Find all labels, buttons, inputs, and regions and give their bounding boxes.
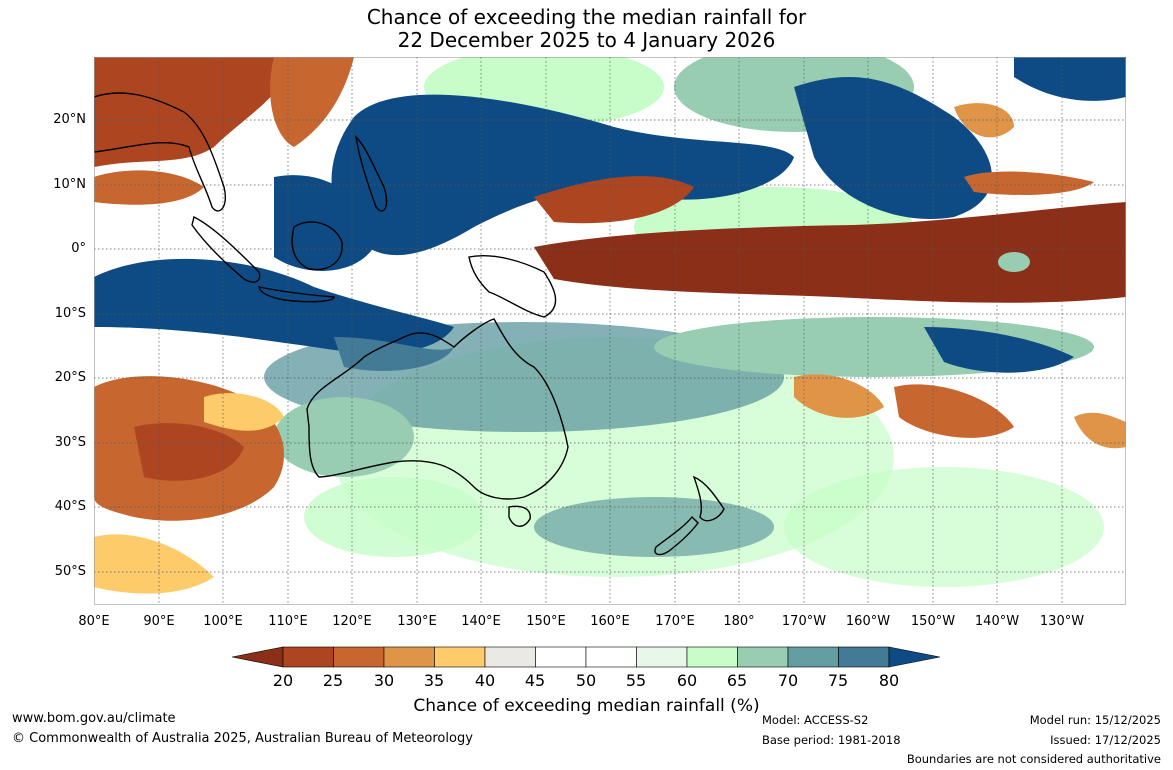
lat-label-20s: 20°S <box>54 370 86 385</box>
tasmania-coastline <box>508 505 531 527</box>
rainfall-field <box>94 57 1126 605</box>
lon-label-150w: 150°W <box>910 614 956 629</box>
lon-label-120e: 120°E <box>332 614 372 629</box>
colorbar-title: Chance of exceeding median rainfall (%) <box>413 696 760 716</box>
lat-label-10s: 10°S <box>54 306 86 321</box>
lon-label-80e: 80°E <box>78 614 110 629</box>
colorbar-tick-30: 30 <box>373 671 395 690</box>
lat-label-30s: 30°S <box>54 435 86 450</box>
colorbar-arrow-low <box>232 646 284 668</box>
graticule <box>94 57 1126 605</box>
lon-label-140w: 140°W <box>974 614 1020 629</box>
colorbar-tick-70: 70 <box>777 671 799 690</box>
issued-date: Issued: 17/12/2025 <box>1050 733 1161 747</box>
colorbar <box>232 646 941 668</box>
colorbar-segment-11 <box>787 646 839 668</box>
lat-label-10n: 10°N <box>53 177 86 192</box>
colorbar-segment-3 <box>383 646 435 668</box>
colorbar-segment-8 <box>636 646 688 668</box>
lon-label-160w: 160°W <box>845 614 891 629</box>
lon-label-140e: 140°E <box>461 614 501 629</box>
colorbar-segment-2 <box>333 646 385 668</box>
map-title-line1: Chance of exceeding the median rainfall … <box>366 5 807 29</box>
copyright: © Commonwealth of Australia 2025, Austra… <box>12 731 473 746</box>
map-title-line2: 22 December 2025 to 4 January 2026 <box>397 28 776 52</box>
lon-label-160e: 160°E <box>590 614 630 629</box>
base-period: Base period: 1981-2018 <box>762 733 901 747</box>
lon-label-90e: 90°E <box>143 614 175 629</box>
colorbar-tick-60: 60 <box>676 671 698 690</box>
colorbar-tick-20: 20 <box>272 671 294 690</box>
new-guinea-coastline <box>468 255 557 318</box>
colorbar-tick-50: 50 <box>575 671 597 690</box>
colorbar-tick-65: 65 <box>726 671 748 690</box>
lon-label-170w: 170°W <box>781 614 827 629</box>
colorbar-arrow-high <box>888 646 941 668</box>
colorbar-segment-6 <box>535 646 587 668</box>
lon-label-100e: 100°E <box>203 614 243 629</box>
new-zealand-north-coastline <box>692 475 725 522</box>
lon-label-170e: 170°E <box>655 614 695 629</box>
colorbar-segment-7 <box>585 646 637 668</box>
colorbar-tick-45: 45 <box>524 671 546 690</box>
boundaries-disclaimer: Boundaries are not considered authoritat… <box>906 752 1161 766</box>
colorbar-segment-9 <box>686 646 738 668</box>
colorbar-tick-40: 40 <box>474 671 496 690</box>
colorbar-segment-10 <box>737 646 789 668</box>
lon-label-130e: 130°E <box>397 614 437 629</box>
colorbar-tick-55: 55 <box>625 671 647 690</box>
bom-url: www.bom.gov.au/climate <box>12 711 176 726</box>
lon-label-130w: 130°W <box>1039 614 1085 629</box>
asia-mainland-coastline <box>94 92 226 212</box>
lon-label-180: 180° <box>723 614 755 629</box>
colorbar-tick-35: 35 <box>423 671 445 690</box>
colorbar-segment-1 <box>282 646 334 668</box>
philippines-coastline <box>354 134 388 212</box>
lat-label-50s: 50°S <box>54 564 86 579</box>
new-zealand-south-coastline <box>654 515 699 556</box>
lon-label-150e: 150°E <box>526 614 566 629</box>
rainfall-map <box>94 57 1126 605</box>
lat-label-0: 0° <box>71 241 86 256</box>
sumatra-coastline <box>191 215 261 283</box>
colorbar-segment-5 <box>484 646 536 668</box>
colorbar-segment-12 <box>838 646 890 668</box>
model-name: Model: ACCESS-S2 <box>762 713 869 727</box>
coastlines <box>94 92 725 556</box>
colorbar-segment-4 <box>434 646 486 668</box>
australia-coastline <box>306 318 569 500</box>
lat-label-40s: 40°S <box>54 499 86 514</box>
model-run-date: Model run: 15/12/2025 <box>1029 713 1161 727</box>
borneo-coastline <box>291 221 343 271</box>
lat-label-20n: 20°N <box>53 112 86 127</box>
colorbar-tick-75: 75 <box>827 671 849 690</box>
colorbar-tick-80: 80 <box>878 671 900 690</box>
lon-label-110e: 110°E <box>268 614 308 629</box>
colorbar-tick-25: 25 <box>322 671 344 690</box>
java-coastline <box>258 286 335 303</box>
